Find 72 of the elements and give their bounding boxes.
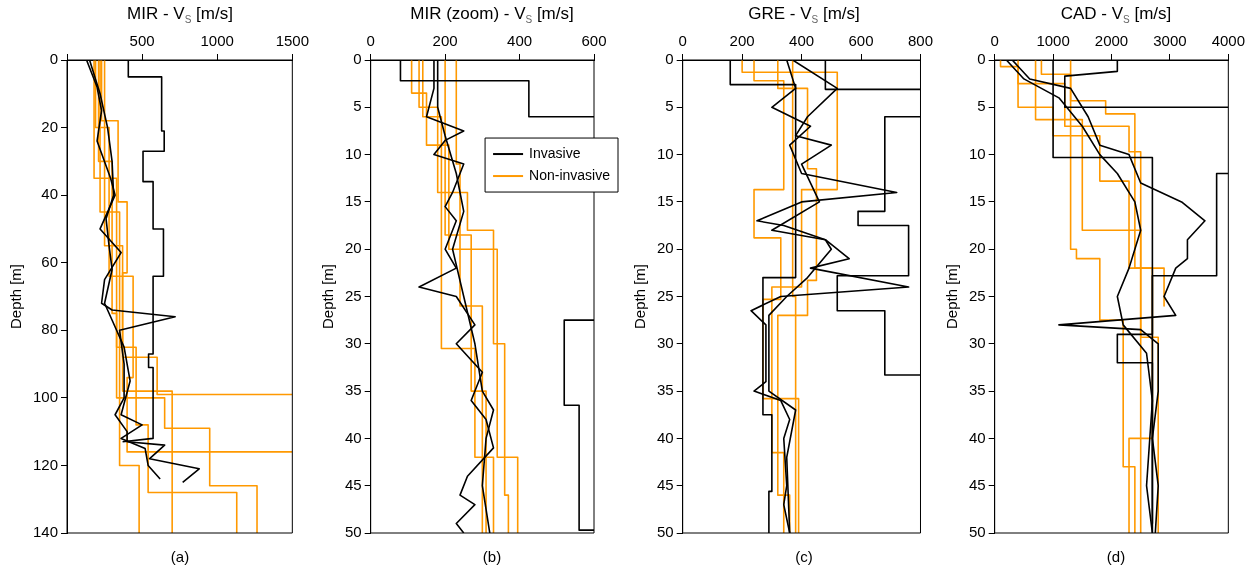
- x-tick-label: 500: [129, 32, 155, 50]
- y-tick-label: 10: [969, 144, 986, 162]
- chart-title: MIR - V$_{S}$ [m/s]: [126, 4, 234, 26]
- y-tick-label: 25: [345, 286, 362, 304]
- y-tick-label: 0: [353, 50, 362, 68]
- y-tick-label: 35: [345, 381, 362, 399]
- y-tick-label: 30: [969, 333, 986, 351]
- chart-title: MIR (zoom) - V$_{S}$ [m/s]: [409, 4, 575, 26]
- x-axis-title: (d): [1105, 548, 1127, 565]
- y-tick-label: 20: [41, 117, 59, 135]
- y-tick-label: 35: [657, 381, 674, 399]
- legend-label: Invasive: [529, 144, 581, 161]
- chart-title: CAD - V$_{S}$ [m/s]: [1059, 4, 1173, 26]
- y-tick-label: 15: [345, 192, 362, 210]
- y-tick-label: 10: [345, 144, 362, 162]
- y-tick-label: 0: [665, 50, 674, 68]
- y-tick-label: 45: [345, 475, 362, 493]
- x-tick-label: 800: [907, 32, 933, 50]
- y-tick-label: 15: [969, 192, 986, 210]
- x-tick-label: 400: [789, 32, 815, 50]
- y-tick-label: 40: [969, 428, 986, 446]
- y-tick-label: 30: [345, 333, 362, 351]
- legend-label: Non-invasive: [529, 166, 611, 183]
- y-tick-label: 50: [657, 523, 674, 541]
- y-tick-label: 10: [657, 144, 674, 162]
- x-tick-label: 0: [366, 32, 375, 50]
- y-tick-label: 0: [977, 50, 986, 68]
- x-tick-label: 0: [990, 32, 999, 50]
- y-tick-label: 25: [969, 286, 986, 304]
- y-axis-title: Depth [m]: [7, 263, 25, 330]
- y-tick-label: 45: [657, 475, 674, 493]
- x-tick-label: 0: [678, 32, 687, 50]
- x-axis-title: (b): [481, 548, 503, 565]
- y-tick-label: 100: [33, 388, 59, 405]
- y-axis-title: Depth [m]: [319, 263, 337, 330]
- y-tick-label: 40: [41, 185, 59, 203]
- x-axis-title: (c): [794, 548, 814, 565]
- y-tick-label: 80: [41, 320, 59, 338]
- x-tick-label: 200: [432, 32, 458, 50]
- y-tick-label: 0: [49, 50, 59, 68]
- y-tick-label: 45: [969, 475, 986, 493]
- x-tick-label: 3000: [1153, 32, 1187, 50]
- y-tick-label: 20: [345, 239, 362, 257]
- y-tick-label: 15: [657, 192, 674, 210]
- x-tick-label: 2000: [1094, 32, 1129, 50]
- x-axis-title: (a): [169, 548, 191, 565]
- y-tick-label: 5: [977, 97, 986, 115]
- y-tick-label: 5: [665, 97, 674, 115]
- y-tick-label: 40: [657, 428, 674, 446]
- x-tick-label: 200: [729, 32, 755, 50]
- x-tick-label: 600: [848, 32, 874, 50]
- y-tick-label: 50: [969, 523, 986, 541]
- y-tick-label: 140: [33, 523, 59, 541]
- y-tick-label: 30: [657, 333, 674, 351]
- x-tick-label: 1500: [275, 32, 309, 50]
- chart-title: GRE - V$_{S}$ [m/s]: [747, 4, 861, 26]
- y-tick-label: 120: [33, 455, 59, 473]
- x-tick-label: 1000: [200, 32, 234, 50]
- y-tick-label: 35: [969, 381, 986, 399]
- y-axis-title: Depth [m]: [943, 263, 961, 330]
- y-axis-title: Depth [m]: [631, 263, 649, 330]
- x-tick-label: 600: [581, 32, 607, 50]
- y-tick-label: 20: [969, 239, 986, 257]
- x-tick-label: 4000: [1211, 32, 1245, 50]
- y-tick-label: 20: [657, 239, 674, 257]
- y-tick-label: 25: [657, 286, 674, 304]
- y-tick-label: 60: [41, 252, 59, 270]
- y-tick-label: 40: [345, 428, 362, 446]
- y-tick-label: 5: [353, 97, 362, 115]
- x-tick-label: 400: [507, 32, 533, 50]
- x-tick-label: 1000: [1036, 32, 1070, 50]
- y-tick-label: 50: [345, 523, 362, 541]
